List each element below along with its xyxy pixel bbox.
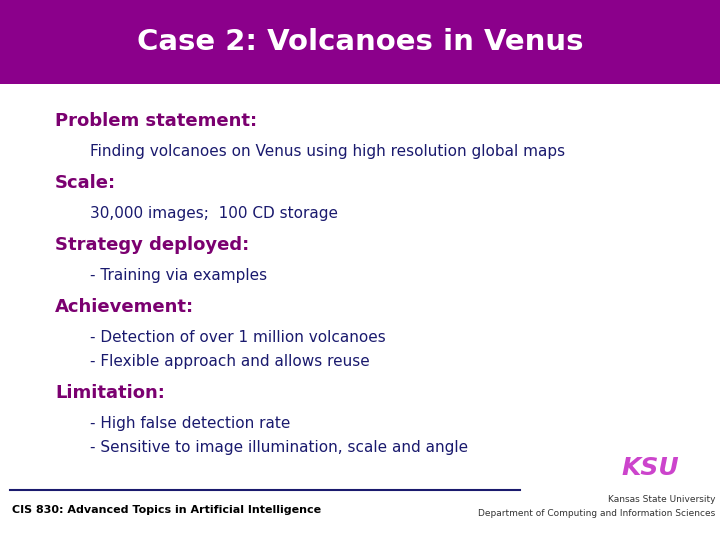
Text: Problem statement:: Problem statement: xyxy=(55,112,257,130)
Text: 30,000 images;  100 CD storage: 30,000 images; 100 CD storage xyxy=(90,206,338,221)
Text: Scale:: Scale: xyxy=(55,174,116,192)
Text: - Sensitive to image illumination, scale and angle: - Sensitive to image illumination, scale… xyxy=(90,440,468,455)
Text: - Flexible approach and allows reuse: - Flexible approach and allows reuse xyxy=(90,354,370,369)
Text: Strategy deployed:: Strategy deployed: xyxy=(55,236,249,254)
Text: - Training via examples: - Training via examples xyxy=(90,268,267,283)
Text: KSU: KSU xyxy=(621,456,679,480)
Text: Finding volcanoes on Venus using high resolution global maps: Finding volcanoes on Venus using high re… xyxy=(90,144,565,159)
Text: Limitation:: Limitation: xyxy=(55,384,165,402)
Text: CIS 830: Advanced Topics in Artificial Intelligence: CIS 830: Advanced Topics in Artificial I… xyxy=(12,505,321,515)
Text: Department of Computing and Information Sciences: Department of Computing and Information … xyxy=(478,510,715,518)
Text: Kansas State University: Kansas State University xyxy=(608,496,715,504)
Text: - Detection of over 1 million volcanoes: - Detection of over 1 million volcanoes xyxy=(90,330,386,345)
Text: - High false detection rate: - High false detection rate xyxy=(90,416,290,431)
Text: Achievement:: Achievement: xyxy=(55,298,194,316)
Bar xyxy=(0,0,720,84)
Text: Case 2: Volcanoes in Venus: Case 2: Volcanoes in Venus xyxy=(137,28,583,56)
